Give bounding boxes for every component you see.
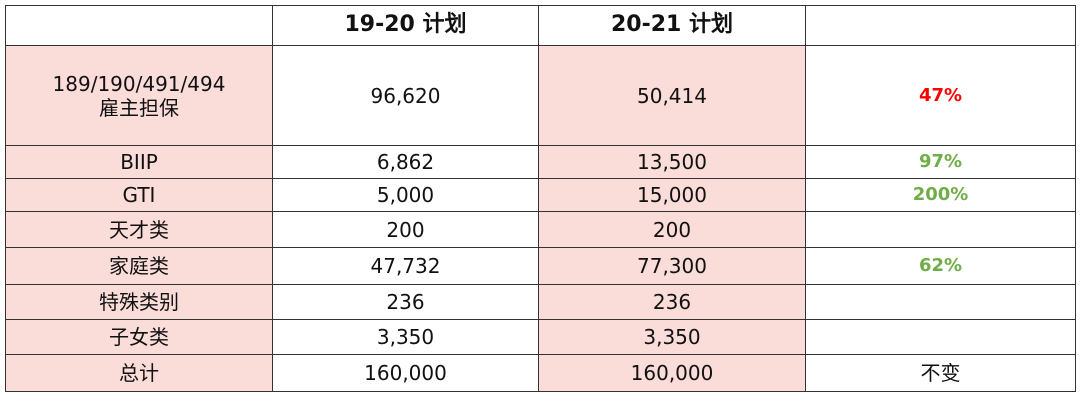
- label-line: 雇主担保: [99, 95, 179, 120]
- label-line: 总计: [119, 361, 159, 385]
- row-label: 189/190/491/494 雇主担保: [5, 45, 273, 146]
- change-cell: [805, 211, 1076, 248]
- label-line: 子女类: [109, 325, 169, 349]
- change-cell: 200%: [805, 178, 1076, 212]
- row-label: GTI: [5, 178, 273, 212]
- data-row: GTI 5,000 15,000 200%: [5, 178, 1076, 212]
- table-wrapper: 19-20 计划 20-21 计划 189/190/491/494 雇主担保 96,62…: [5, 5, 1076, 392]
- value-cell: 160,000: [538, 354, 806, 392]
- value-cell: 47,732: [272, 247, 539, 285]
- label-line: 特殊类别: [99, 290, 179, 314]
- row-label: 特殊类别: [5, 284, 273, 320]
- value-cell: 3,350: [538, 319, 806, 355]
- header-cell: 19-20 计划: [272, 5, 539, 46]
- change-cell: 97%: [805, 145, 1076, 179]
- label-line: GTI: [122, 183, 156, 207]
- value-cell: 3,350: [272, 319, 539, 355]
- change-cell: 不变: [805, 354, 1076, 392]
- header-cell: [5, 5, 273, 46]
- data-row: 总计 160,000 160,000 不变: [5, 354, 1076, 392]
- value-cell: 200: [272, 211, 539, 248]
- table-body: 19-20 计划 20-21 计划 189/190/491/494 雇主担保 96,62…: [5, 5, 1076, 392]
- row-label: 总计: [5, 354, 273, 392]
- header-cell: [805, 5, 1076, 46]
- value-cell: 5,000: [272, 178, 539, 212]
- data-row: 天才类 200 200: [5, 211, 1076, 248]
- value-cell: 13,500: [538, 145, 806, 179]
- row-label: BIIP: [5, 145, 273, 179]
- value-cell: 96,620: [272, 45, 539, 146]
- row-label: 家庭类: [5, 247, 273, 285]
- value-cell: 77,300: [538, 247, 806, 285]
- value-cell: 50,414: [538, 45, 806, 146]
- change-cell: [805, 284, 1076, 320]
- change-cell: 62%: [805, 247, 1076, 285]
- data-row: 子女类 3,350 3,350: [5, 319, 1076, 355]
- data-row: 特殊类别 236 236: [5, 284, 1076, 320]
- value-cell: 200: [538, 211, 806, 248]
- label-line: 家庭类: [109, 254, 169, 278]
- data-row: BIIP 6,862 13,500 97%: [5, 145, 1076, 179]
- header-cell: 20-21 计划: [538, 5, 806, 46]
- change-cell: [805, 319, 1076, 355]
- value-cell: 15,000: [538, 178, 806, 212]
- label-line: 189/190/491/494: [52, 71, 226, 96]
- value-cell: 160,000: [272, 354, 539, 392]
- label-line: BIIP: [120, 150, 158, 174]
- change-cell: 47%: [805, 45, 1076, 146]
- label-line: 天才类: [109, 217, 169, 242]
- data-row: 189/190/491/494 雇主担保 96,620 50,414 47%: [5, 45, 1076, 146]
- value-cell: 236: [538, 284, 806, 320]
- value-cell: 6,862: [272, 145, 539, 179]
- row-label: 子女类: [5, 319, 273, 355]
- header-row: 19-20 计划 20-21 计划: [5, 5, 1076, 46]
- data-row: 家庭类 47,732 77,300 62%: [5, 247, 1076, 285]
- row-label: 天才类: [5, 211, 273, 248]
- value-cell: 236: [272, 284, 539, 320]
- quota-table: 19-20 计划 20-21 计划 189/190/491/494 雇主担保 96,62…: [5, 5, 1076, 392]
